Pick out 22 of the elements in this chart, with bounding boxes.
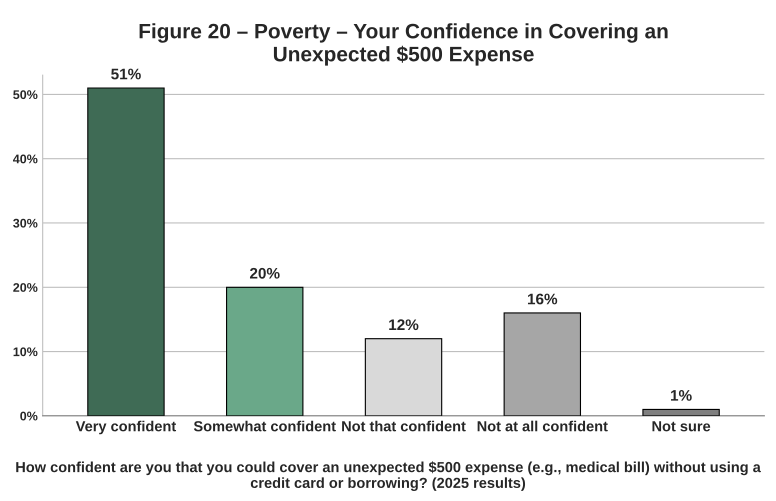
data-label: 20%	[250, 268, 280, 279]
bar	[364, 338, 442, 416]
y-tick-label: 40%	[12, 154, 38, 164]
bar	[504, 312, 582, 416]
data-label: 16%	[528, 294, 558, 304]
y-tick-label: 0%	[20, 412, 38, 420]
bar	[87, 87, 165, 416]
x-tick-label: Somewhat confident	[194, 420, 336, 432]
x-tick-label: Not sure	[652, 421, 710, 432]
y-tick-label: 50%	[13, 90, 38, 100]
data-label: 1%	[671, 390, 692, 401]
y-tick-label: 10%	[14, 347, 38, 356]
chart-title: Figure 20 – Poverty – Your Confidence in Covering an Unexpected $500 Expense	[140, 23, 668, 66]
x-tick-label: Not at all confident	[478, 420, 608, 432]
bar	[226, 286, 304, 416]
x-axis-title: How confident are you that you could cover an unexpected $500 expense (e.g., medical bill) without using a credit card or borrowing? (2025 results)	[16, 461, 761, 491]
x-tick-label: Not that confident	[342, 420, 466, 432]
data-label: 12%	[389, 319, 418, 330]
y-tick-label: 20%	[13, 283, 38, 292]
data-label: 51%	[111, 68, 141, 80]
y-tick-label: 30%	[13, 218, 38, 228]
x-tick-label: Very confident	[76, 420, 176, 434]
